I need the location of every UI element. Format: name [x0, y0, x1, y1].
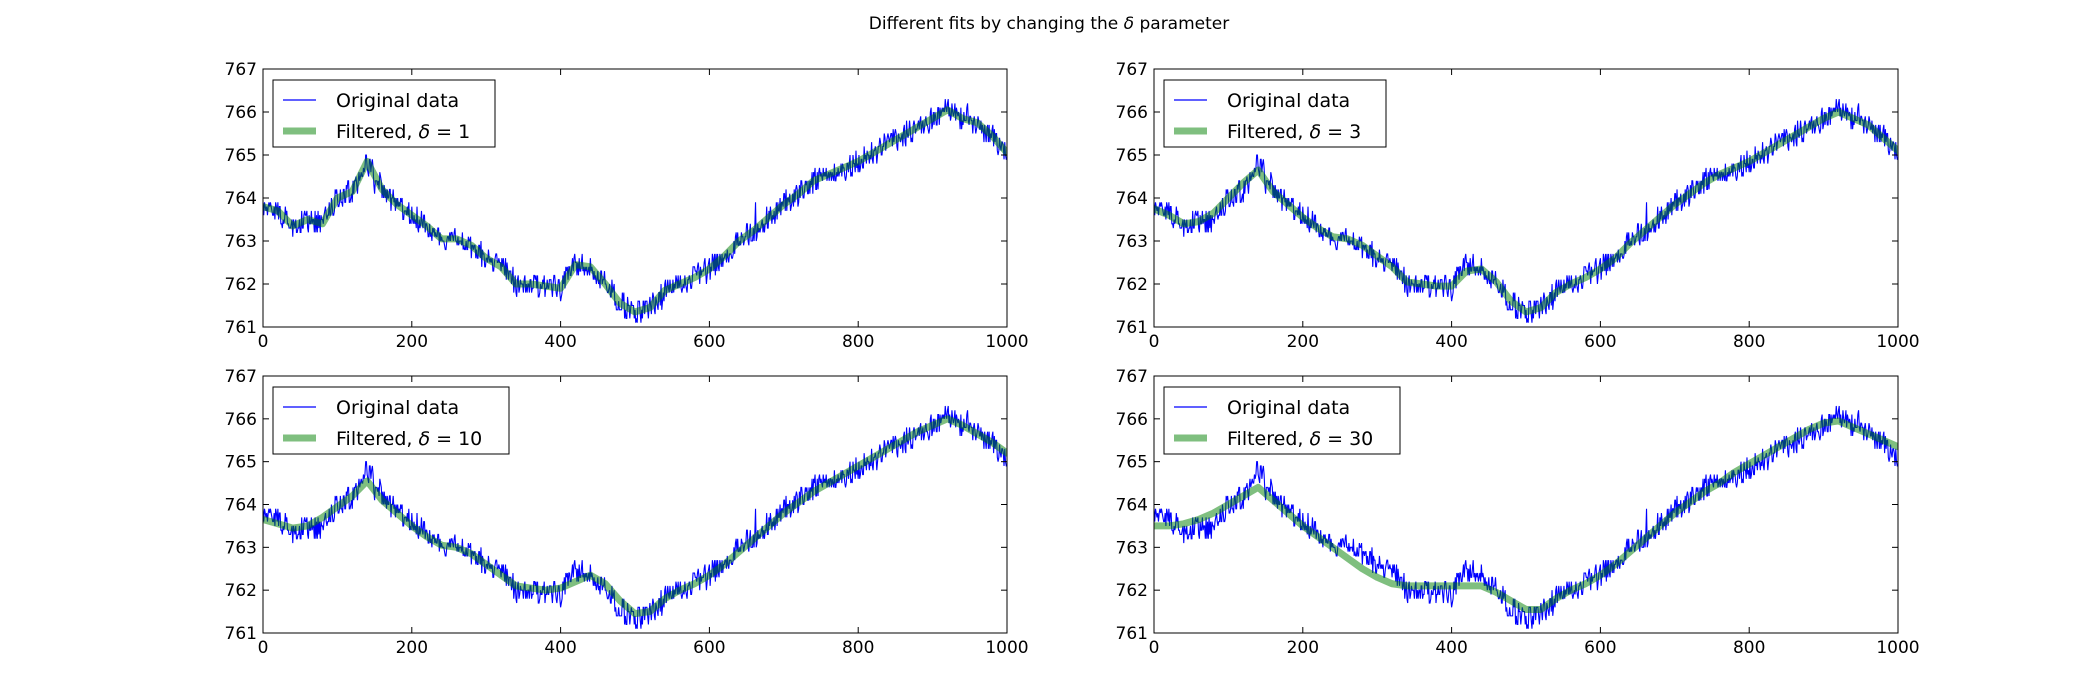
- legend-label-filtered: Filtered, δ = 3: [1227, 121, 1361, 143]
- x-tick-label: 400: [1435, 638, 1467, 658]
- y-tick-label: 767: [225, 367, 257, 387]
- filtered-line: [263, 415, 1007, 618]
- legend-label-original: Original data: [1227, 397, 1350, 419]
- legend-box: [272, 79, 496, 148]
- y-tick-label: 762: [225, 581, 257, 601]
- y-tick-label: 761: [1116, 624, 1148, 644]
- filtered-line: [1154, 417, 1898, 613]
- y-tick-label: 767: [225, 60, 257, 80]
- subplot-3: 0 200 400 600 800 1000 761 762 763 764 765 766 767 Or…: [225, 367, 1029, 658]
- x-tick-label: 1000: [1876, 332, 1919, 352]
- x-tick-label: 600: [693, 638, 725, 658]
- y-tick-label: 765: [1116, 453, 1148, 473]
- y-tick-label: 762: [225, 275, 257, 295]
- x-tick-label: 400: [544, 638, 576, 658]
- y-tick-label: 763: [225, 232, 257, 252]
- y-tick-label: 766: [225, 410, 257, 430]
- x-tick-label: 800: [1733, 638, 1765, 658]
- x-tick-label: 600: [1584, 638, 1616, 658]
- x-tick-label: 400: [544, 332, 576, 352]
- y-tick-label: 766: [225, 103, 257, 123]
- x-tick-label: 1000: [1876, 638, 1919, 658]
- x-tick-label: 200: [396, 638, 428, 658]
- y-tick-label: 766: [1116, 103, 1148, 123]
- legend-label-filtered: Filtered, δ = 1: [336, 121, 470, 143]
- x-tick-label: 0: [258, 638, 269, 658]
- x-tick-label: 0: [258, 332, 269, 352]
- x-tick-label: 1000: [985, 332, 1028, 352]
- y-tick-label: 761: [225, 624, 257, 644]
- x-tick-label: 0: [1149, 638, 1160, 658]
- y-tick-label: 767: [1116, 60, 1148, 80]
- y-tick-label: 763: [225, 538, 257, 558]
- subplot-1: 0 200 400 600 800 1000 761 762 763 764 765 766 767 Or…: [225, 60, 1029, 352]
- legend-box: [272, 386, 510, 455]
- x-tick-label: 1000: [985, 638, 1028, 658]
- x-tick-label: 800: [842, 332, 874, 352]
- subplot-2: 0 200 400 600 800 1000 761 762 763 764 765 766 767 Or…: [1116, 60, 1920, 352]
- legend-label-original: Original data: [1227, 90, 1350, 112]
- x-tick-label: 0: [1149, 332, 1160, 352]
- x-tick-label: 800: [1733, 332, 1765, 352]
- x-tick-label: 600: [1584, 332, 1616, 352]
- subplot-grid: 0 200 400 600 800 1000 761 762 763 764 765 766 767 Or…: [225, 60, 1920, 658]
- y-tick-label: 767: [1116, 367, 1148, 387]
- legend: Original data Filtered, δ = 3: [1163, 79, 1387, 148]
- legend-box: [1163, 79, 1387, 148]
- y-tick-label: 765: [225, 146, 257, 166]
- y-tick-label: 764: [225, 189, 257, 209]
- y-tick-label: 765: [225, 453, 257, 473]
- x-tick-label: 400: [1435, 332, 1467, 352]
- y-tick-label: 762: [1116, 581, 1148, 601]
- legend-box: [1163, 386, 1401, 455]
- y-tick-label: 766: [1116, 410, 1148, 430]
- y-tick-label: 764: [225, 496, 257, 516]
- y-tick-label: 763: [1116, 538, 1148, 558]
- y-tick-label: 763: [1116, 232, 1148, 252]
- legend-label-filtered: Filtered, δ = 10: [336, 428, 482, 450]
- figure-title: Different fits by changing the δ paramet…: [869, 14, 1229, 34]
- legend-label-original: Original data: [336, 397, 459, 419]
- y-tick-label: 764: [1116, 496, 1148, 516]
- y-tick-label: 765: [1116, 146, 1148, 166]
- y-tick-label: 761: [1116, 318, 1148, 338]
- subplot-4: 0 200 400 600 800 1000 761 762 763 764 765 766 767 Or…: [1116, 367, 1920, 658]
- filtered-line: [263, 106, 1007, 316]
- legend: Original data Filtered, δ = 1: [272, 79, 496, 148]
- legend: Original data Filtered, δ = 10: [272, 386, 510, 455]
- legend-label-filtered: Filtered, δ = 30: [1227, 428, 1373, 450]
- x-tick-label: 200: [1287, 332, 1319, 352]
- x-tick-label: 600: [693, 332, 725, 352]
- x-tick-label: 200: [396, 332, 428, 352]
- y-tick-label: 761: [225, 318, 257, 338]
- legend-label-original: Original data: [336, 90, 459, 112]
- x-tick-label: 800: [842, 638, 874, 658]
- y-tick-label: 764: [1116, 189, 1148, 209]
- filtered-line: [1154, 108, 1898, 316]
- x-tick-label: 200: [1287, 638, 1319, 658]
- legend: Original data Filtered, δ = 30: [1163, 386, 1401, 455]
- y-tick-label: 762: [1116, 275, 1148, 295]
